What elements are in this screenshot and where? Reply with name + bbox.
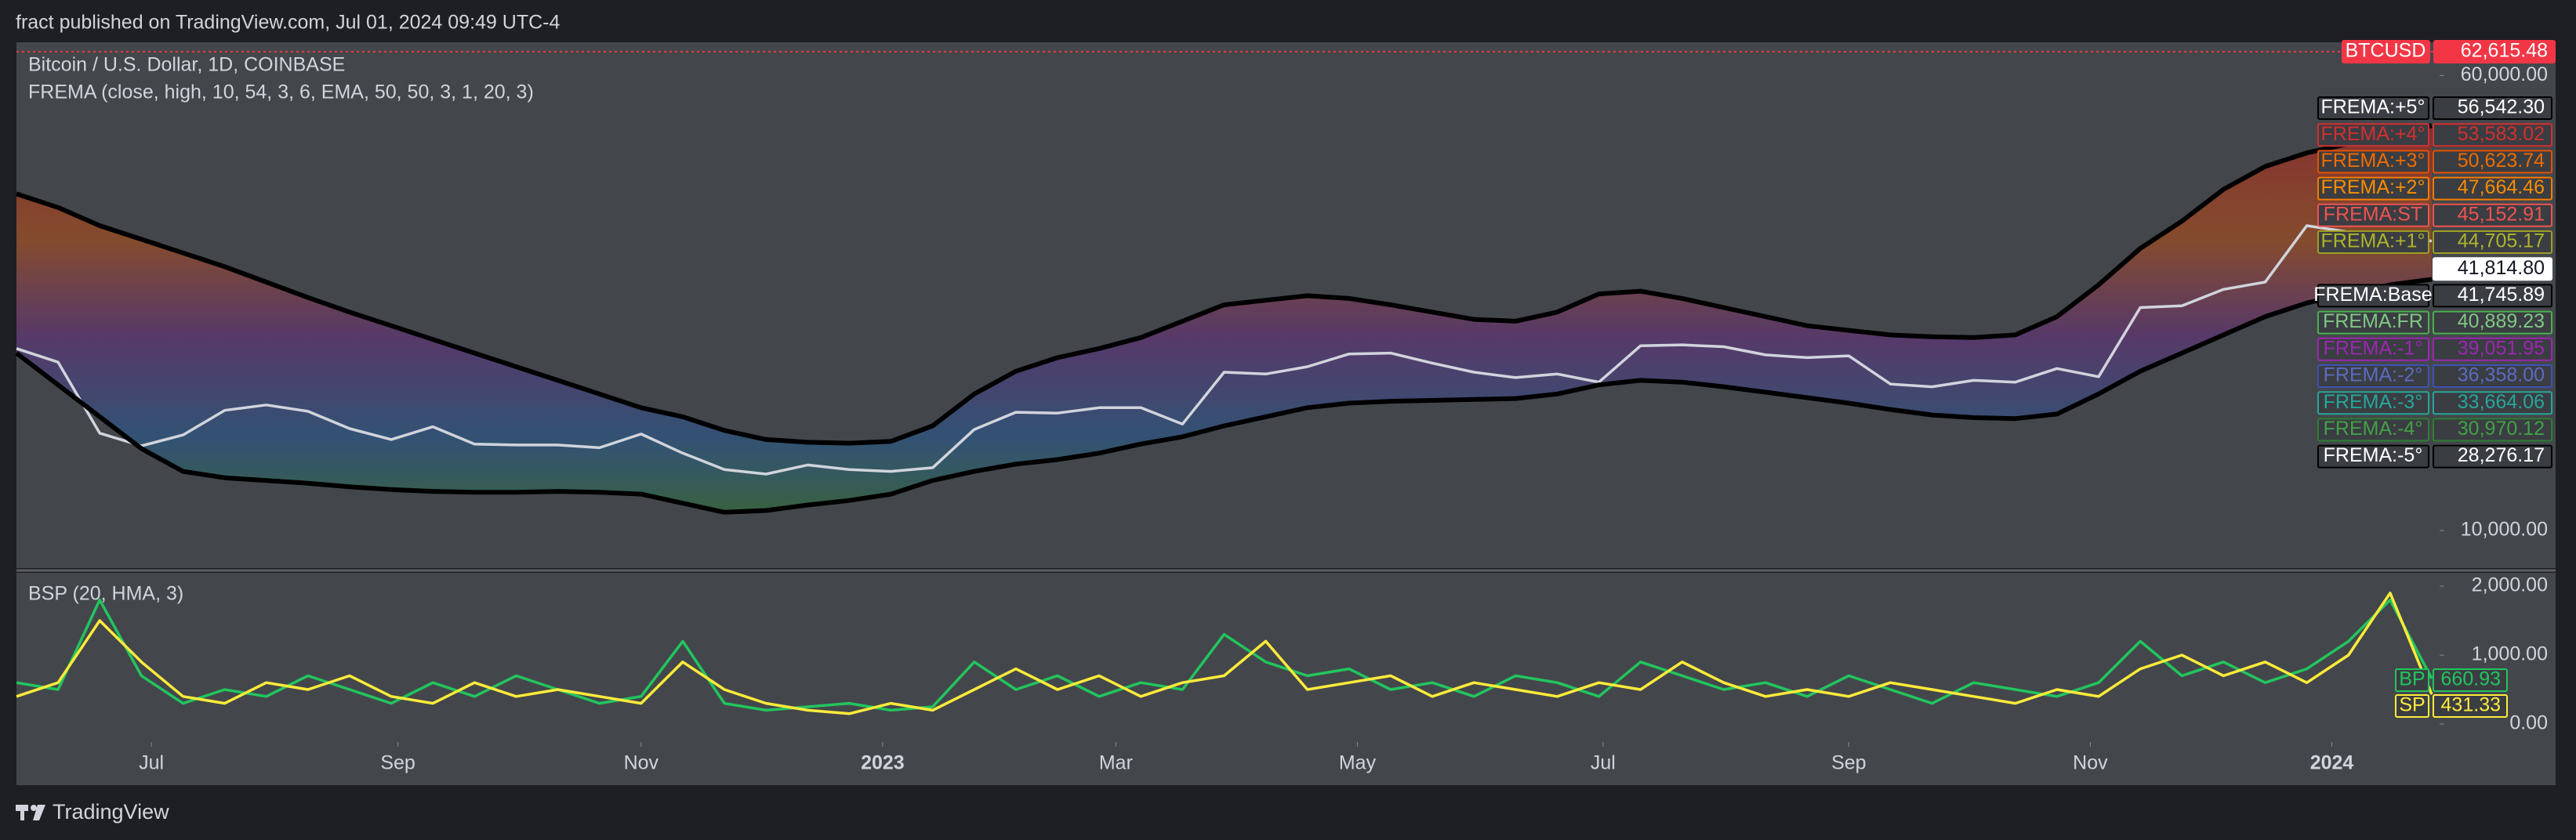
band-fill	[16, 125, 2432, 512]
x-tick-label: Jul	[1591, 752, 1616, 774]
series-line	[16, 123, 2433, 446]
series-line	[16, 598, 2433, 712]
price-label-value: 33,664.06	[2458, 391, 2545, 413]
price-label-box	[2433, 230, 2552, 254]
price-label-value: 53,583.02	[2458, 123, 2545, 145]
price-label-name-box	[2317, 310, 2429, 335]
price-label-box	[2433, 96, 2552, 120]
price-label-box	[2433, 176, 2552, 201]
price-label-name: FREMA:+3°	[2321, 150, 2425, 172]
series-line	[16, 592, 2433, 715]
price-label-name-box	[2317, 444, 2429, 469]
price-label-name: FREMA:ST	[2324, 203, 2422, 225]
bsp-value: 431.33	[2441, 694, 2501, 716]
price-label-name-box	[2317, 96, 2429, 120]
price-label-name: FREMA:-2°	[2324, 364, 2423, 386]
last-price-label: 62,615.48	[2461, 40, 2548, 62]
price-label-value: 50,623.74	[2458, 150, 2545, 172]
y-tick-label: 1,000.00	[2472, 643, 2548, 665]
x-tick-label: Sep	[1831, 752, 1866, 774]
price-label-name: FREMA:+2°	[2321, 176, 2425, 198]
price-label-name: FREMA:+1°	[2321, 230, 2425, 252]
price-label-value: 45,152.91	[2458, 203, 2545, 225]
y-tick-label: 0.00	[2509, 712, 2548, 734]
x-tick-label: Nov	[624, 752, 659, 774]
price-label-name: FREMA:+5°	[2321, 96, 2425, 118]
price-label-name-box	[2317, 364, 2429, 388]
price-label-box	[2433, 391, 2552, 415]
y-tick-label: 2,000.00	[2472, 574, 2548, 596]
bsp-value-box	[2433, 694, 2508, 718]
price-label-name: FREMA:-3°	[2324, 391, 2423, 413]
series-line	[16, 224, 2433, 476]
price-label-box	[2433, 284, 2552, 308]
price-label-box	[2433, 123, 2552, 147]
x-tick-label: 2024	[2310, 752, 2354, 774]
y-tick-label: 10,000.00	[2461, 519, 2548, 541]
price-label-name-box	[2317, 284, 2429, 308]
bsp-name: SP	[2399, 694, 2425, 716]
price-label-name-box	[2317, 391, 2429, 415]
price-label-name-box	[2317, 203, 2429, 227]
last-price-box	[2433, 40, 2556, 64]
price-label-name: FREMA:Base	[2313, 284, 2432, 306]
price-label-name-box	[2317, 337, 2429, 361]
price-label-value: 36,358.00	[2458, 364, 2545, 386]
price-label-name-box	[2317, 150, 2429, 174]
price-label-name: FREMA:-4°	[2324, 418, 2423, 440]
price-label-value: 47,664.46	[2458, 176, 2545, 198]
price-label-value: 28,276.17	[2458, 444, 2545, 466]
price-label-box	[2433, 418, 2552, 442]
price-label-name: FREMA:+4°	[2321, 123, 2425, 145]
price-label-name: FREMA:-5°	[2324, 444, 2423, 466]
price-label-name-box	[2317, 176, 2429, 201]
x-tick-label: Mar	[1099, 752, 1133, 774]
x-axis-bar	[16, 742, 2556, 785]
price-label-name: FREMA:-1°	[2324, 337, 2423, 359]
x-tick-label: Sep	[380, 752, 415, 774]
price-label-value: 41,745.89	[2458, 284, 2545, 306]
bsp-name-box	[2395, 694, 2429, 718]
price-label-value: 30,970.12	[2458, 418, 2545, 440]
bsp-value-box	[2433, 668, 2508, 692]
price-label-box	[2433, 203, 2552, 227]
price-label-value: 44,705.17	[2458, 230, 2545, 252]
price-label-box	[2433, 337, 2552, 361]
footer-text: TradingView	[53, 800, 169, 824]
price-label-value: 56,542.30	[2458, 96, 2545, 118]
y-tick-label: 60,000.00	[2461, 63, 2548, 85]
last-price-name: BTCUSD	[2346, 40, 2426, 62]
price-label-name-box	[2317, 418, 2429, 442]
indicator-title: FREMA (close, high, 10, 54, 3, 6, EMA, 5…	[28, 81, 534, 103]
bsp-name: BP	[2399, 668, 2425, 690]
price-label-box	[2433, 310, 2552, 335]
x-tick-label: 2023	[861, 752, 905, 774]
bsp-pane	[16, 573, 2556, 742]
x-tick-label: Nov	[2073, 752, 2108, 774]
price-label-name-box	[2317, 230, 2429, 254]
x-tick-label: May	[1339, 752, 1377, 774]
chart-title: Bitcoin / U.S. Dollar, 1D, COINBASE	[28, 54, 345, 76]
price-label-name: FREMA:FR	[2323, 310, 2423, 332]
tv-logo	[16, 805, 45, 820]
price-label-box	[2433, 257, 2552, 281]
price-label-value: 39,051.95	[2458, 337, 2545, 359]
x-tick-label: Jul	[139, 752, 164, 774]
header-text: fract published on TradingView.com, Jul …	[16, 12, 560, 34]
bsp-title: BSP (20, HMA, 3)	[28, 583, 183, 605]
series-line	[15, 277, 2433, 515]
price-label-name-box	[2317, 123, 2429, 147]
price-label-box	[2433, 444, 2552, 469]
bsp-value: 660.93	[2441, 668, 2501, 690]
price-label-box	[2433, 150, 2552, 174]
price-label-value: 41,814.80	[2458, 257, 2545, 279]
bsp-name-box	[2395, 668, 2429, 692]
price-label-box	[2433, 364, 2552, 388]
price-label-value: 40,889.23	[2458, 310, 2545, 332]
last-price-name-box	[2342, 40, 2430, 64]
